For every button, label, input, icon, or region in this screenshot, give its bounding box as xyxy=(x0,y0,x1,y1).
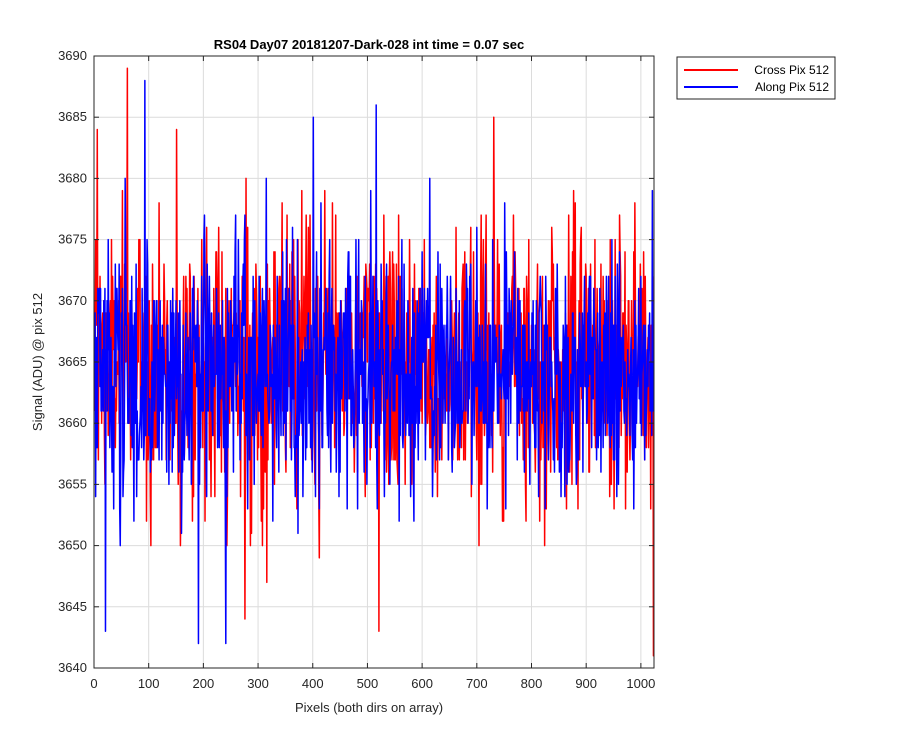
x-tick-label: 200 xyxy=(193,676,215,691)
x-tick-label: 800 xyxy=(521,676,543,691)
chart-title: RS04 Day07 20181207-Dark-028 int time = … xyxy=(214,37,524,52)
y-tick-label: 3675 xyxy=(58,232,87,247)
y-tick-label: 3685 xyxy=(58,109,87,124)
legend-entry-along: Along Pix 512 xyxy=(755,80,829,94)
y-tick-label: 3670 xyxy=(58,293,87,308)
x-tick-label: 900 xyxy=(575,676,597,691)
x-tick-label: 700 xyxy=(466,676,488,691)
x-tick-label: 0 xyxy=(90,676,97,691)
y-tick-label: 3660 xyxy=(58,415,87,430)
legend-entry-cross: Cross Pix 512 xyxy=(754,63,829,77)
y-tick-label: 3645 xyxy=(58,599,87,614)
axis-ticks xyxy=(93,55,654,669)
y-tick-label: 3640 xyxy=(58,660,87,675)
legend: Cross Pix 512 Along Pix 512 xyxy=(676,56,836,100)
x-axis-label: Pixels (both dirs on array) xyxy=(295,700,443,715)
x-tick-label: 500 xyxy=(357,676,379,691)
y-tick-labels: 3640 3645 3650 3655 3660 3665 3670 3675 3680 3685… xyxy=(58,48,87,675)
x-tick-labels: 0 100 200 300 400 500 600 700 800 900 1000 xyxy=(90,676,655,691)
x-tick-label: 400 xyxy=(302,676,324,691)
series-line-along-pix-512 xyxy=(94,79,654,645)
series-group xyxy=(94,67,654,657)
x-tick-label: 1000 xyxy=(626,676,655,691)
y-tick-label: 3690 xyxy=(58,48,87,63)
y-tick-label: 3655 xyxy=(58,476,87,491)
y-tick-label: 3650 xyxy=(58,538,87,553)
x-tick-label: 300 xyxy=(247,676,269,691)
legend-box xyxy=(676,56,836,100)
y-tick-label: 3680 xyxy=(58,170,87,185)
x-tick-label: 100 xyxy=(138,676,160,691)
y-tick-label: 3665 xyxy=(58,354,87,369)
x-tick-label: 600 xyxy=(411,676,433,691)
y-axis-label: Signal (ADU) @ pix 512 xyxy=(30,293,45,431)
